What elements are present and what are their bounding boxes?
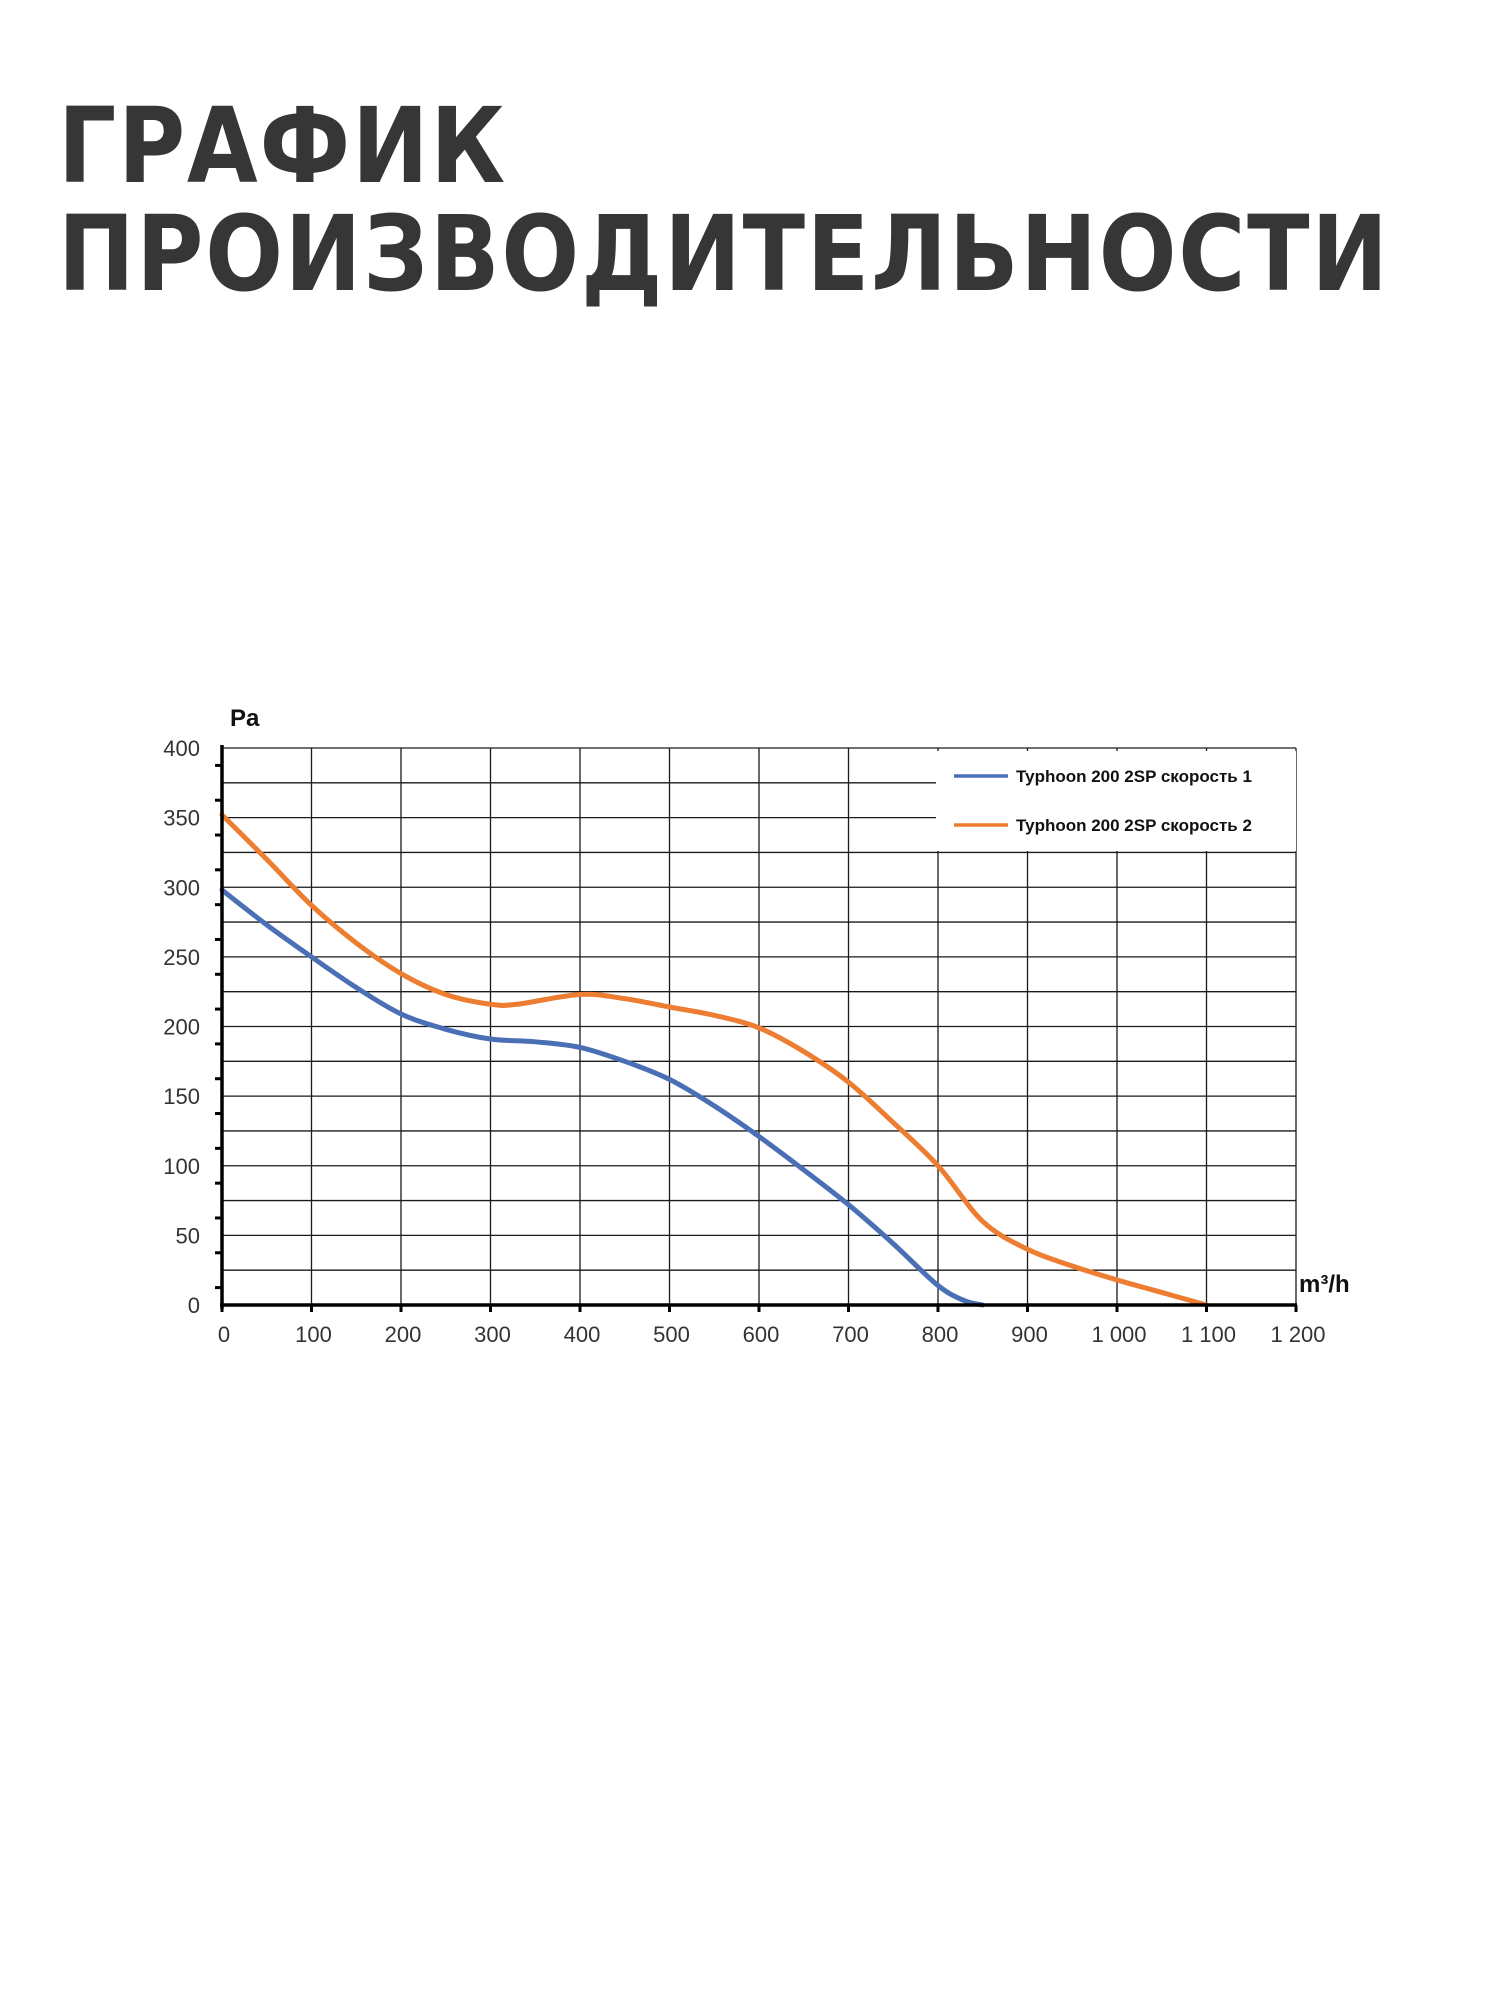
legend-label-1: Typhoon 200 2SP скорость 1 bbox=[1016, 767, 1252, 786]
chart-axes: 0 50 100 150 200 250 300 350 400 0 100 200 300 400 500… bbox=[163, 736, 1325, 1347]
legend-box bbox=[936, 751, 1296, 851]
x-tick-label: 1 200 bbox=[1270, 1322, 1325, 1347]
x-tick-label: 1 000 bbox=[1091, 1322, 1146, 1347]
y-axis-label: Pa bbox=[230, 705, 260, 732]
page-title-line-2: ПРОИЗВОДИТЕЛЬНОСТИ bbox=[58, 193, 1390, 315]
page-title-line-1: ГРАФИК bbox=[58, 85, 507, 207]
y-tick-label: 250 bbox=[163, 945, 200, 970]
x-tick-label: 600 bbox=[743, 1322, 780, 1347]
chart-legend: Typhoon 200 2SP скорость 1 Typhoon 200 2S… bbox=[936, 751, 1296, 851]
x-tick-label: 900 bbox=[1011, 1322, 1048, 1347]
legend-label-2: Typhoon 200 2SP скорость 2 bbox=[1016, 816, 1252, 835]
x-tick-label: 700 bbox=[832, 1322, 869, 1347]
y-tick-label: 0 bbox=[188, 1293, 200, 1318]
y-tick-label: 200 bbox=[163, 1015, 200, 1040]
x-tick-label: 400 bbox=[564, 1322, 601, 1347]
x-axis-label: m³/h bbox=[1299, 1271, 1350, 1298]
x-tick-label: 0 bbox=[218, 1322, 230, 1347]
y-tick-label: 50 bbox=[176, 1223, 200, 1248]
x-tick-label: 800 bbox=[922, 1322, 959, 1347]
y-tick-label: 300 bbox=[163, 875, 200, 900]
x-tick-label: 200 bbox=[385, 1322, 422, 1347]
x-tick-label: 500 bbox=[653, 1322, 690, 1347]
series-line-1 bbox=[219, 887, 986, 1308]
chart-series bbox=[219, 812, 1209, 1308]
x-tick-label: 1 100 bbox=[1181, 1322, 1236, 1347]
chart-grid bbox=[222, 747, 1297, 1305]
y-tick-label: 350 bbox=[163, 806, 200, 831]
series-line-2 bbox=[219, 812, 1209, 1308]
y-tick-label: 400 bbox=[163, 736, 200, 761]
page-title: ГРАФИК ПРОИЗВОДИТЕЛЬНОСТИ bbox=[58, 92, 1390, 308]
y-tick-label: 150 bbox=[163, 1084, 200, 1109]
y-tick-label: 100 bbox=[163, 1154, 200, 1179]
x-tick-label: 300 bbox=[474, 1322, 511, 1347]
x-tick-label: 100 bbox=[295, 1322, 332, 1347]
